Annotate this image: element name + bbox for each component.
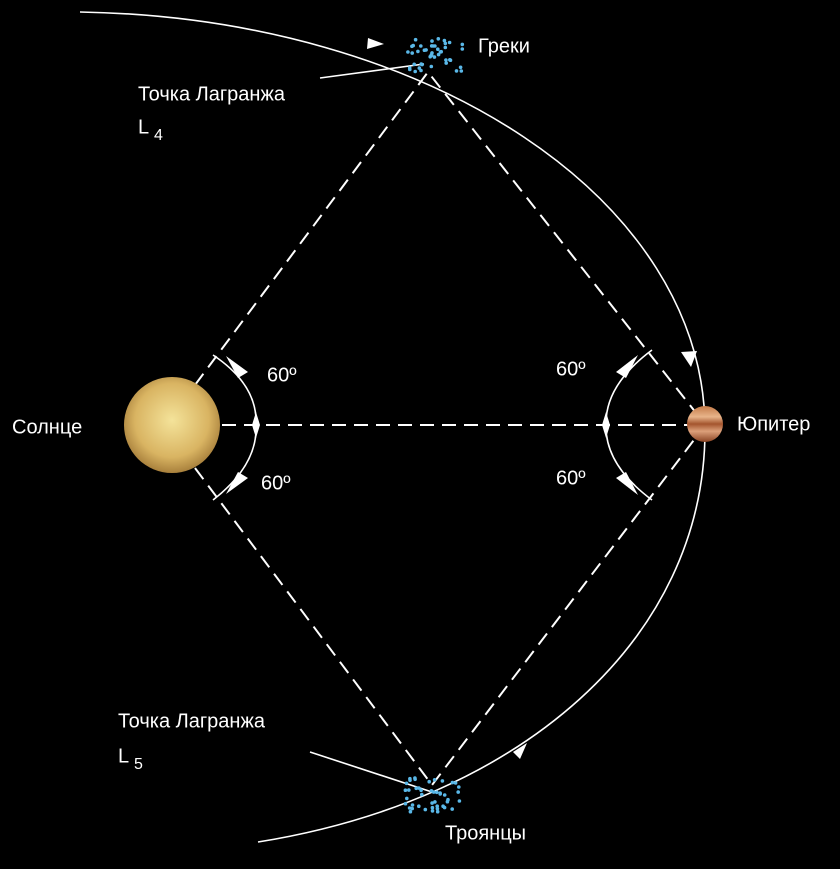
asteroid-dot <box>408 779 412 783</box>
asteroid-dot <box>459 66 463 70</box>
lagrange-label: Точка Лагранжа <box>138 83 286 105</box>
asteroid-dot <box>417 804 421 808</box>
asteroid-dot <box>437 53 441 57</box>
asteroid-dot <box>431 44 435 48</box>
asteroid-dot <box>404 788 408 792</box>
asteroid-dot <box>411 803 415 807</box>
asteroid-dot <box>419 62 423 66</box>
angle-label: 60º <box>556 467 586 489</box>
asteroid-dot <box>416 50 420 54</box>
angle-label: 60º <box>261 472 291 494</box>
asteroid-dot <box>427 780 431 784</box>
sun-label: Солнце <box>12 416 82 438</box>
asteroid-dot <box>406 50 410 54</box>
asteroid-dot <box>414 38 418 42</box>
asteroid-dot <box>409 810 413 814</box>
angle-label: 60º <box>556 358 586 380</box>
jupiter-label: Юпитер <box>737 413 810 435</box>
asteroid-dot <box>419 44 423 48</box>
asteroid-dot <box>423 48 427 52</box>
asteroid-dot <box>441 804 445 808</box>
asteroid-dot <box>444 61 448 65</box>
sun <box>124 377 220 473</box>
asteroid-dot <box>430 39 434 43</box>
lagrange-label: Точка Лагранжа <box>118 710 266 732</box>
greeks-label: Греки <box>478 35 530 57</box>
asteroid-dot <box>412 63 416 67</box>
asteroid-dot <box>430 51 434 55</box>
asteroid-dot <box>408 68 412 72</box>
jupiter <box>687 406 723 442</box>
asteroid-dot <box>446 798 450 802</box>
asteroid-dot <box>419 788 423 792</box>
asteroid-dot <box>420 793 424 797</box>
lagrange-symbol: L <box>138 116 149 138</box>
asteroid-dot <box>405 782 409 786</box>
asteroid-dot <box>456 790 460 794</box>
asteroid-dot <box>438 792 442 796</box>
trojans-label: Троянцы <box>445 822 526 844</box>
asteroid-dot <box>443 793 447 797</box>
lagrange-index: 4 <box>154 127 163 144</box>
asteroid-dot <box>431 806 435 810</box>
asteroid-dot <box>451 781 455 785</box>
asteroid-dot <box>413 776 417 780</box>
asteroid-dot <box>435 791 439 795</box>
angle-label: 60º <box>267 364 297 386</box>
asteroid-dot <box>433 778 437 782</box>
asteroid-dot <box>458 799 462 803</box>
asteroid-dot <box>431 809 435 813</box>
asteroid-dot <box>407 788 411 792</box>
asteroid-dot <box>410 807 414 811</box>
asteroid-dot <box>430 789 434 793</box>
asteroid-dot <box>450 807 454 811</box>
asteroid-dot <box>436 810 440 814</box>
asteroid-dot <box>444 42 448 46</box>
asteroid-dot <box>444 46 448 50</box>
asteroid-dot <box>410 51 414 55</box>
asteroid-dot <box>424 808 428 812</box>
asteroid-dot <box>441 779 445 783</box>
asteroid-dot <box>413 70 417 74</box>
asteroid-dot <box>433 800 437 804</box>
asteroid-dot <box>419 69 423 73</box>
asteroid-dot <box>414 787 418 791</box>
diagram: Греки Троянцы Солнце Юпитер Точка Лагран… <box>0 0 840 869</box>
lagrange-symbol: L <box>118 745 129 767</box>
asteroid-dot <box>461 47 465 51</box>
asteroid-dot <box>436 47 440 51</box>
asteroid-dot <box>455 69 459 73</box>
page: Греки Троянцы Солнце Юпитер Точка Лагран… <box>0 0 840 869</box>
asteroid-dot <box>437 37 441 41</box>
asteroid-dot <box>461 43 465 47</box>
asteroid-dot <box>404 802 408 806</box>
asteroid-dot <box>454 781 458 785</box>
asteroid-dot <box>411 44 415 48</box>
asteroid-dot <box>457 785 461 789</box>
asteroid-dot <box>460 69 464 73</box>
asteroid-dot <box>448 58 452 62</box>
asteroid-dot <box>439 50 443 54</box>
asteroid-dot <box>448 41 452 45</box>
asteroid-dot <box>444 58 448 62</box>
asteroid-dot <box>405 797 409 801</box>
lagrange-index: 5 <box>134 756 143 773</box>
asteroid-dot <box>430 65 434 69</box>
